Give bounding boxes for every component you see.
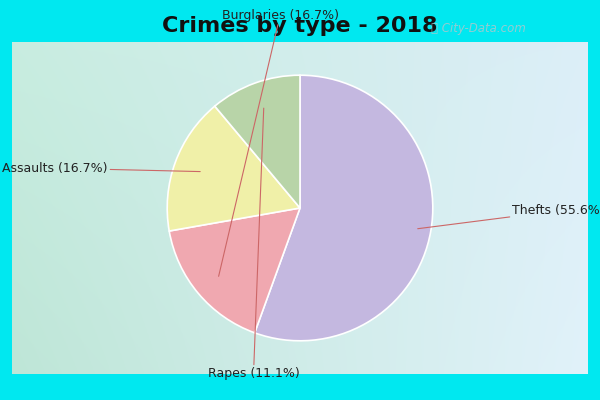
Text: Thefts (55.6%): Thefts (55.6%) bbox=[418, 204, 600, 229]
Wedge shape bbox=[169, 208, 300, 333]
Text: ⓘ City-Data.com: ⓘ City-Data.com bbox=[431, 22, 526, 35]
Text: Crimes by type - 2018: Crimes by type - 2018 bbox=[162, 16, 438, 36]
Text: Assaults (16.7%): Assaults (16.7%) bbox=[2, 162, 200, 175]
Wedge shape bbox=[215, 75, 300, 208]
Text: Rapes (11.1%): Rapes (11.1%) bbox=[208, 108, 299, 380]
Wedge shape bbox=[167, 106, 300, 231]
Text: Burglaries (16.7%): Burglaries (16.7%) bbox=[218, 9, 338, 276]
Wedge shape bbox=[254, 75, 433, 341]
